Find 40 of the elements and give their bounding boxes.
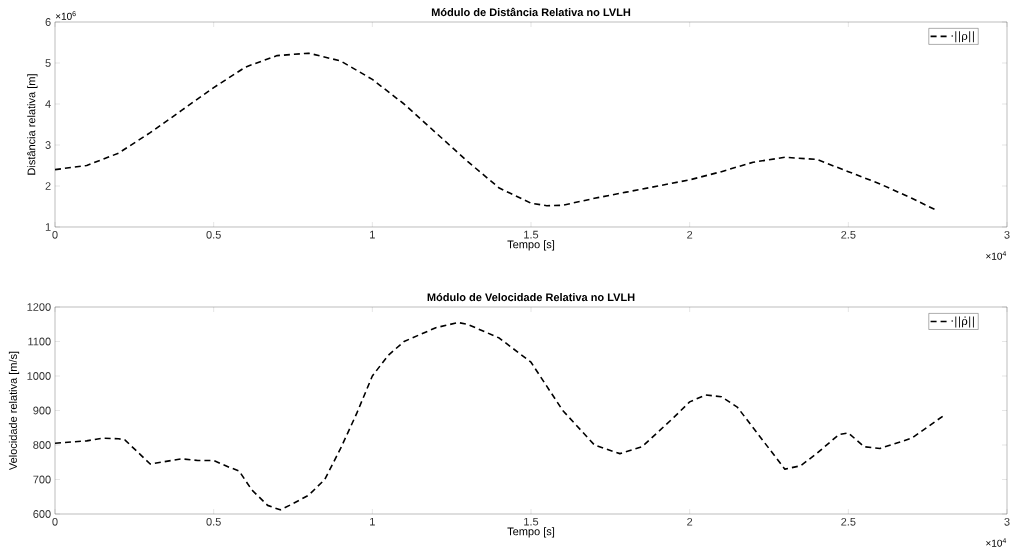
x-axis-title: Tempo [s] bbox=[507, 527, 555, 538]
text: ×10$^{4}$ bbox=[986, 251, 1007, 260]
y-tick-label: 600 bbox=[33, 510, 51, 518]
y-tick-label: 4 bbox=[45, 100, 51, 108]
y-tick-label: 6 bbox=[45, 18, 51, 26]
y-axis-title: Distância relativa [m] bbox=[27, 74, 38, 175]
y-axis-title: Velocidade relativa [m/s] bbox=[8, 351, 20, 471]
y-tick-label: 1000 bbox=[27, 372, 51, 380]
y-tick-label: 2 bbox=[45, 182, 51, 190]
y-tick-label: 1200 bbox=[27, 303, 51, 311]
line-series bbox=[55, 321, 945, 511]
y-tick-label: 800 bbox=[33, 441, 51, 449]
text: ×10$^{6}$ bbox=[55, 11, 76, 20]
y-tick-label: 700 bbox=[33, 475, 51, 484]
chart-title: Módulo de Velocidade Relativa no LVLH bbox=[427, 292, 635, 302]
x-tick-label: 3 bbox=[1004, 230, 1010, 239]
y-tick-label: 900 bbox=[33, 406, 51, 415]
x-tick-label: 0.5 bbox=[206, 230, 221, 239]
x-tick-label: 0.5 bbox=[206, 517, 221, 526]
chart-title: Módulo de Distância Relativa no LVLH bbox=[431, 7, 631, 17]
x-axis-title: Tempo [s] bbox=[507, 240, 555, 251]
x-tick-label: 0 bbox=[52, 230, 58, 239]
x-tick-label: 3 bbox=[1004, 517, 1010, 526]
x-tick-label: 2.5 bbox=[841, 517, 856, 526]
x-tick-label: 2 bbox=[687, 517, 693, 526]
x-tick-label: 0 bbox=[52, 517, 58, 526]
x-tick-label: 2 bbox=[687, 230, 693, 239]
x-tick-label: 1 bbox=[370, 517, 375, 526]
x-tick-label: 2.5 bbox=[841, 230, 856, 239]
x-tick-label: 1.5 bbox=[524, 517, 539, 526]
text: ×10$^{4}$ bbox=[986, 538, 1007, 547]
x-tick-label: 1.5 bbox=[524, 230, 539, 239]
y-tick-label: 1100 bbox=[28, 337, 51, 346]
legend-label: ·||ρ̇|| bbox=[951, 316, 974, 328]
y-tick-label: 3 bbox=[45, 141, 51, 149]
legend-label: ·||ρ|| bbox=[951, 31, 974, 43]
x-tick-label: 1 bbox=[370, 230, 375, 239]
y-tick-label: 1 bbox=[45, 223, 51, 231]
y-tick-label: 5 bbox=[45, 59, 51, 67]
line-series bbox=[55, 52, 938, 212]
